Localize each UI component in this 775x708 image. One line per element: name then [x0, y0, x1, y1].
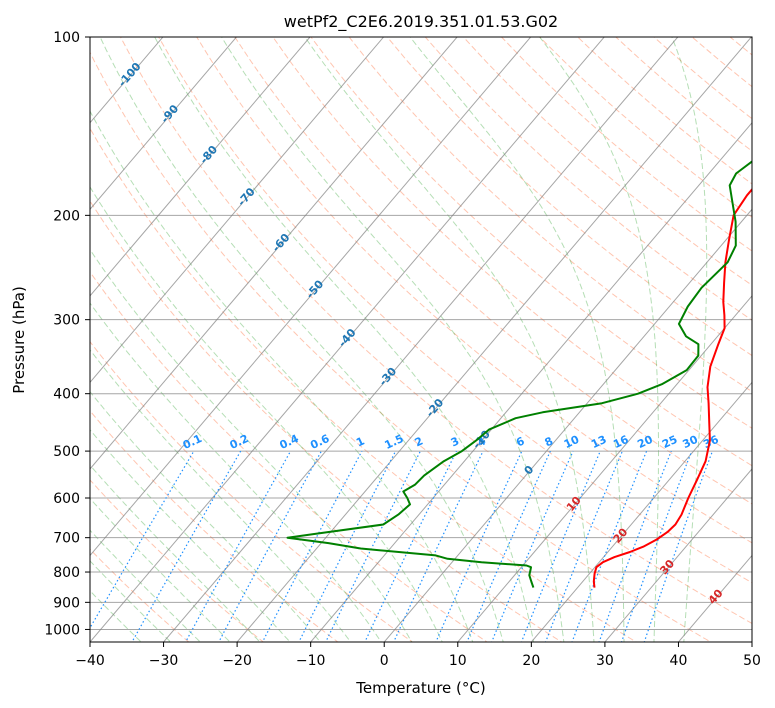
moist-adiabat — [90, 497, 231, 642]
x-tick-label: 10 — [449, 653, 467, 669]
mixing-ratio-lines — [90, 450, 714, 642]
dry-adiabat — [272, 37, 752, 467]
profiles — [286, 160, 752, 588]
isotherms — [90, 37, 752, 642]
dry-adiabat — [90, 479, 265, 642]
x-tick-label: −20 — [222, 653, 252, 669]
dry-adiabat — [90, 410, 339, 642]
x-axis: −40 −30 −20 −10 0 10 20 30 40 50 — [75, 642, 761, 669]
y-tick-label: 900 — [53, 595, 80, 611]
mixing-ratio-line — [261, 450, 363, 642]
mixing-ratio-line — [643, 450, 714, 642]
chart-title: wetPf2_C2E6.2019.351.01.53.G02 — [284, 12, 558, 32]
temperature-profile — [592, 187, 752, 588]
y-tick-label: 300 — [53, 313, 80, 329]
isotherm — [90, 37, 164, 124]
dry-adiabat — [90, 340, 414, 642]
isotherm — [90, 37, 238, 211]
x-tick-label: 50 — [743, 653, 761, 669]
isotherm — [604, 468, 752, 642]
isobars — [90, 37, 752, 630]
dry-adiabat — [462, 37, 752, 286]
dry-adiabat — [90, 548, 190, 642]
mixing-ratio-label: 10 — [562, 433, 582, 451]
x-tick-label: 30 — [596, 653, 614, 669]
isotherm — [90, 37, 385, 384]
y-axis-title: Pressure (hPa) — [10, 286, 28, 394]
y-tick-label: 800 — [53, 565, 80, 581]
mixing-ratio-line — [184, 450, 292, 642]
dry-adiabat — [90, 271, 488, 642]
x-tick-label: 20 — [522, 653, 540, 669]
dry-adiabat — [90, 51, 712, 642]
mixing-ratio-line — [90, 450, 195, 630]
isotherm — [90, 37, 605, 642]
isotherm — [310, 122, 752, 642]
dewpoint-profile — [286, 160, 752, 588]
isotherm — [530, 381, 752, 642]
y-tick-label: 500 — [53, 444, 80, 460]
y-tick-label: 700 — [53, 531, 80, 547]
mixing-ratio-label: 25 — [660, 433, 679, 451]
x-tick-label: −30 — [149, 653, 179, 669]
dry-adiabats — [90, 37, 752, 642]
mixing-ratio-line — [520, 450, 601, 642]
dry-adiabat — [234, 37, 752, 505]
isotherm — [90, 37, 311, 297]
mixing-ratio-line — [466, 450, 551, 642]
isotherm — [236, 37, 752, 642]
y-tick-label: 600 — [53, 491, 80, 507]
isotherm — [90, 37, 458, 470]
moist-adiabat — [90, 390, 321, 642]
dry-adiabat — [386, 37, 752, 357]
y-axis: 100 200 300 400 500 600 700 800 900 1000 — [44, 30, 90, 638]
x-tick-label: −10 — [296, 653, 326, 669]
plot-frame — [89, 36, 753, 643]
mixing-ratio-label: 20 — [635, 433, 655, 451]
y-tick-label: 200 — [53, 208, 80, 224]
dry-adiabat — [119, 37, 752, 624]
y-tick-label: 100 — [53, 30, 80, 46]
mixing-ratio-label: 13 — [589, 433, 608, 451]
isotherm — [162, 37, 679, 642]
isotherm — [383, 208, 752, 642]
mixing-ratio-label: 30 — [681, 433, 701, 451]
dry-adiabat — [90, 200, 563, 642]
mixing-ratio-line — [131, 450, 242, 642]
dry-adiabat — [90, 127, 638, 642]
moist-adiabat — [90, 186, 443, 642]
x-tick-label: −40 — [75, 653, 105, 669]
mixing-ratio-label: 36 — [701, 433, 721, 451]
x-axis-title: Temperature (°C) — [355, 679, 485, 697]
mixing-ratio-line — [364, 450, 458, 642]
y-tick-label: 1000 — [44, 622, 80, 638]
dry-adiabat — [310, 37, 752, 429]
mixing-ratio-label: 16 — [611, 433, 631, 451]
x-tick-label: 40 — [670, 653, 688, 669]
y-tick-label: 400 — [53, 387, 80, 403]
mixing-ratio-line — [491, 450, 574, 642]
isotherm — [457, 295, 752, 642]
moist-adiabat — [90, 110, 474, 642]
isotherm — [90, 37, 532, 557]
mixing-ratio-line — [218, 450, 322, 642]
x-tick-label: 0 — [380, 653, 389, 669]
